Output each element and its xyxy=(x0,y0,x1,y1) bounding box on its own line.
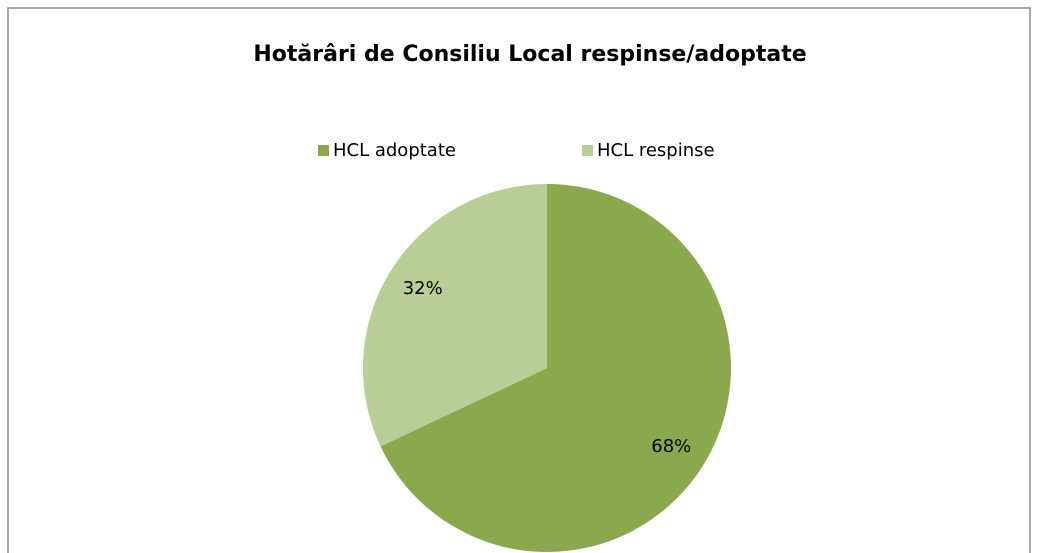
legend-label: HCL respinse xyxy=(597,140,715,161)
pie-slice xyxy=(380,184,731,552)
legend-swatch xyxy=(582,145,593,156)
legend-swatch xyxy=(318,145,329,156)
chart-title: Hotărâri de Consiliu Local respinse/adop… xyxy=(253,42,806,67)
data-label: 32% xyxy=(403,278,443,299)
pie-slice xyxy=(362,184,547,447)
legend-label: HCL adoptate xyxy=(333,140,456,161)
data-label: 68% xyxy=(651,436,691,457)
